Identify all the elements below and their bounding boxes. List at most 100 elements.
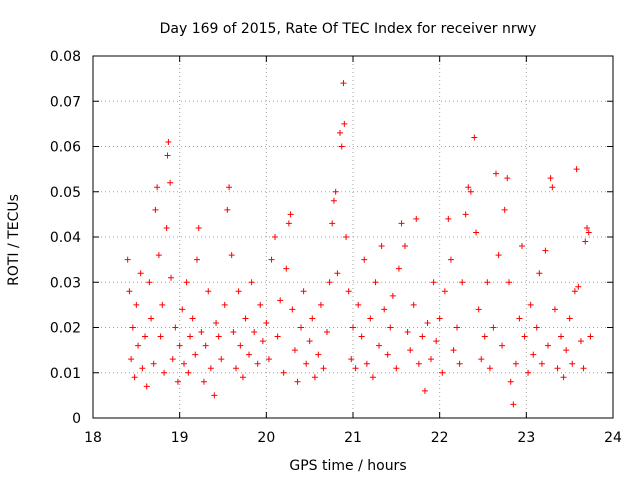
data-point [254, 360, 261, 367]
data-point [326, 279, 333, 286]
data-point [332, 188, 339, 195]
data-point [454, 324, 460, 331]
data-point [525, 369, 532, 376]
data-point [519, 243, 525, 250]
data-point [174, 378, 181, 385]
data-point [471, 134, 478, 141]
data-point [542, 247, 549, 254]
data-point [521, 333, 528, 340]
data-point [495, 252, 502, 259]
data-point [146, 279, 153, 286]
plot-frame [92, 55, 614, 419]
data-point [200, 378, 207, 385]
data-point [569, 360, 576, 367]
data-point [445, 215, 452, 222]
data-point [536, 270, 543, 277]
data-point [157, 333, 164, 340]
y-tick-label: 0.03 [50, 275, 81, 291]
data-point [294, 378, 301, 385]
data-point [317, 301, 324, 308]
data-point [167, 179, 174, 186]
data-point [402, 243, 408, 250]
data-point [155, 252, 162, 259]
data-point [512, 360, 519, 367]
data-point [393, 365, 400, 372]
data-point [233, 365, 239, 372]
chart-title: Day 169 of 2015, Rate Of TEC Index for r… [160, 21, 537, 37]
data-point [473, 229, 480, 236]
data-point [251, 329, 258, 336]
data-point [577, 338, 584, 345]
data-point [413, 215, 420, 222]
data-point [421, 387, 428, 394]
y-tick-label: 0.07 [50, 94, 81, 110]
data-point [159, 301, 166, 308]
data-point [330, 197, 337, 204]
data-point [345, 288, 352, 295]
y-tick-label: 0.04 [50, 230, 81, 246]
x-tick-label: 19 [171, 430, 189, 446]
data-point [168, 274, 174, 281]
data-point [324, 329, 330, 336]
data-point [133, 301, 140, 308]
data-point [221, 301, 228, 308]
data-point [280, 369, 287, 376]
data-point [415, 360, 422, 367]
data-point [419, 333, 426, 340]
data-point [139, 365, 146, 372]
data-point [163, 224, 170, 231]
data-point [129, 324, 136, 331]
data-point [575, 283, 582, 290]
data-point [428, 356, 434, 363]
data-point [490, 324, 497, 331]
data-point [272, 234, 278, 240]
data-point [179, 306, 186, 313]
data-point [228, 252, 235, 259]
data-point [436, 315, 443, 322]
data-point [554, 365, 561, 372]
data-point [478, 356, 485, 363]
data-point [545, 342, 551, 349]
data-point [306, 338, 313, 345]
data-point [358, 333, 365, 340]
data-point [450, 347, 457, 354]
data-point [481, 333, 488, 340]
axis-ticks [92, 55, 614, 419]
data-point [185, 369, 192, 376]
data-point [164, 152, 171, 159]
data-point [176, 342, 183, 349]
data-point [363, 360, 370, 367]
data-point [265, 356, 272, 363]
data-point [376, 342, 382, 349]
data-point [239, 374, 246, 381]
data-point [161, 369, 168, 376]
data-point [337, 129, 343, 136]
y-tick-labels: 0 0.01 0.02 0.03 0.04 0.05 0.06 0.07 0.08 [50, 49, 81, 427]
data-point [465, 184, 472, 191]
data-point [242, 315, 249, 322]
data-point [506, 279, 512, 286]
data-point [389, 292, 396, 299]
data-point [381, 306, 388, 313]
data-point [430, 279, 437, 286]
data-point [563, 347, 570, 354]
data-point [172, 324, 179, 331]
data-point [439, 369, 446, 376]
x-tick-label: 18 [84, 430, 102, 446]
data-point [558, 333, 564, 340]
data-point [348, 356, 355, 363]
data-point [361, 256, 368, 263]
data-point [433, 338, 440, 345]
data-point [230, 329, 237, 336]
data-point [124, 256, 131, 263]
y-tick-label: 0 [72, 411, 81, 427]
data-point [486, 365, 493, 372]
data-point [287, 211, 294, 218]
x-tick-labels: 18 19 20 21 22 23 24 [84, 430, 622, 446]
data-point [499, 342, 506, 349]
data-point [137, 270, 144, 277]
data-point [263, 319, 270, 326]
data-point [224, 206, 231, 213]
data-point [213, 319, 220, 326]
data-point [398, 220, 405, 227]
